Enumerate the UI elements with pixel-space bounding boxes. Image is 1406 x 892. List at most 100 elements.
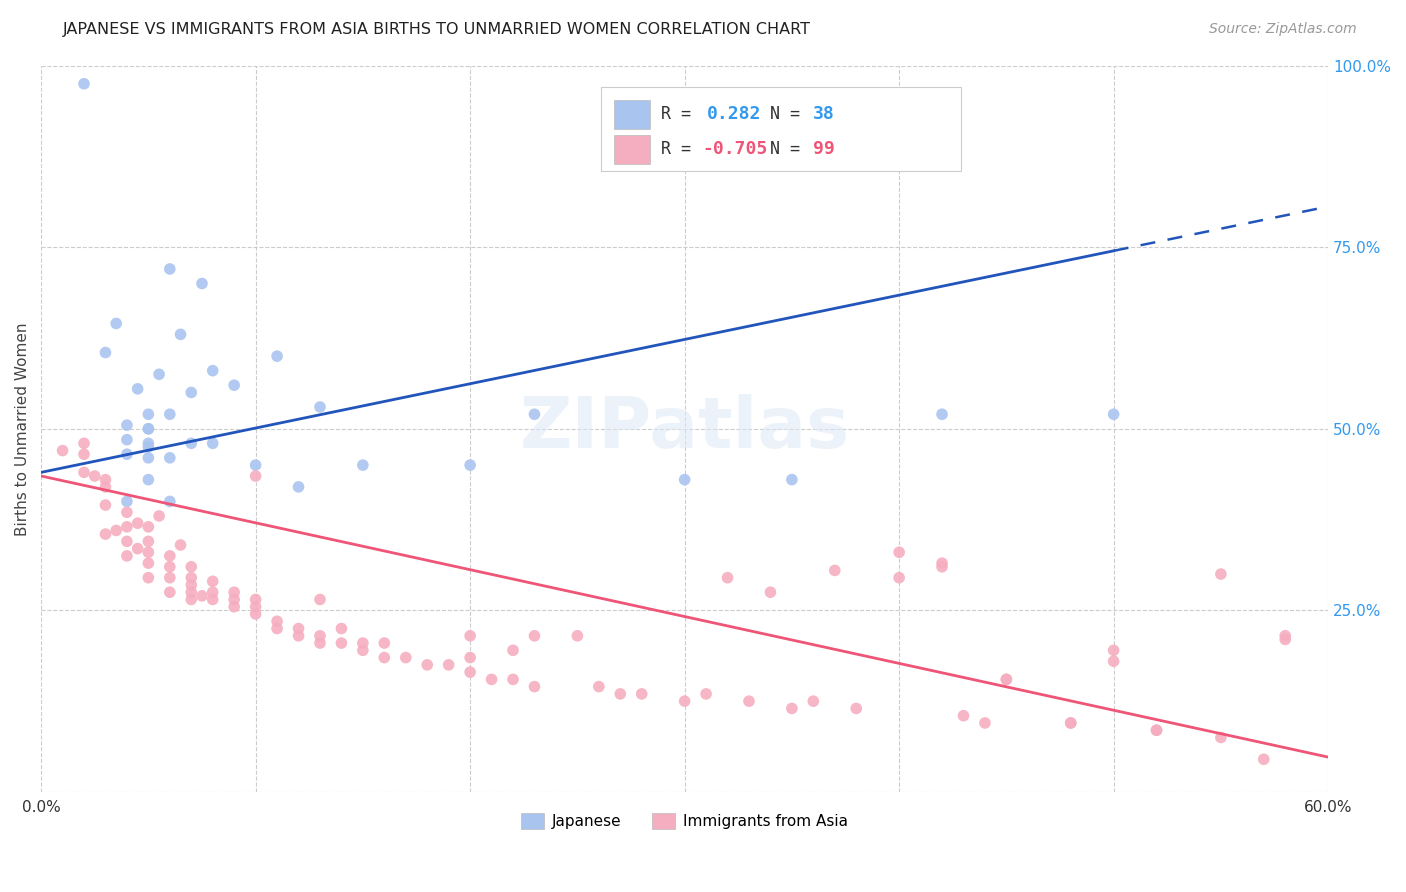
Point bbox=[287, 480, 309, 494]
Point bbox=[1102, 654, 1125, 668]
Point bbox=[180, 585, 202, 599]
Point bbox=[780, 701, 803, 715]
Point bbox=[1060, 715, 1083, 730]
Point bbox=[245, 458, 267, 472]
Point bbox=[759, 585, 782, 599]
Point bbox=[159, 571, 181, 585]
Text: R =: R = bbox=[661, 140, 702, 158]
Point bbox=[105, 317, 128, 331]
Point bbox=[180, 559, 202, 574]
Point bbox=[105, 524, 128, 538]
Point bbox=[502, 643, 524, 657]
Point bbox=[127, 516, 149, 531]
Point bbox=[245, 607, 267, 621]
Point bbox=[630, 687, 652, 701]
Text: 99: 99 bbox=[813, 140, 835, 158]
Point bbox=[458, 650, 481, 665]
Point bbox=[201, 592, 224, 607]
Point bbox=[115, 534, 138, 549]
Point bbox=[673, 473, 696, 487]
Point bbox=[352, 636, 374, 650]
Point bbox=[266, 614, 288, 628]
Point bbox=[115, 494, 138, 508]
Y-axis label: Births to Unmarried Women: Births to Unmarried Women bbox=[15, 322, 30, 535]
Point bbox=[1274, 632, 1296, 647]
FancyBboxPatch shape bbox=[614, 100, 650, 128]
Point bbox=[138, 473, 160, 487]
Point bbox=[523, 629, 546, 643]
Point bbox=[148, 508, 170, 523]
Point bbox=[94, 473, 117, 487]
Point bbox=[845, 701, 868, 715]
Point bbox=[224, 592, 246, 607]
Point bbox=[73, 436, 96, 450]
Point bbox=[716, 571, 738, 585]
Point bbox=[952, 708, 974, 723]
Point bbox=[180, 385, 202, 400]
Point bbox=[1146, 723, 1168, 738]
Point bbox=[1102, 407, 1125, 421]
Point bbox=[995, 673, 1018, 687]
Point bbox=[373, 650, 395, 665]
Point bbox=[138, 407, 160, 421]
Text: JAPANESE VS IMMIGRANTS FROM ASIA BIRTHS TO UNMARRIED WOMEN CORRELATION CHART: JAPANESE VS IMMIGRANTS FROM ASIA BIRTHS … bbox=[63, 22, 811, 37]
Point bbox=[201, 585, 224, 599]
Point bbox=[502, 673, 524, 687]
Point bbox=[673, 694, 696, 708]
Point bbox=[138, 422, 160, 436]
Point bbox=[94, 480, 117, 494]
Point bbox=[94, 527, 117, 541]
Point bbox=[138, 556, 160, 570]
Point bbox=[201, 436, 224, 450]
Point bbox=[245, 592, 267, 607]
Point bbox=[180, 578, 202, 592]
Point bbox=[138, 440, 160, 454]
Point bbox=[159, 549, 181, 563]
Point bbox=[73, 466, 96, 480]
Point bbox=[266, 349, 288, 363]
Point bbox=[115, 505, 138, 519]
Point bbox=[180, 436, 202, 450]
Point bbox=[974, 715, 997, 730]
Point bbox=[931, 407, 953, 421]
Point bbox=[287, 629, 309, 643]
Point bbox=[523, 680, 546, 694]
Point bbox=[159, 262, 181, 277]
Point bbox=[887, 571, 910, 585]
Point bbox=[567, 629, 589, 643]
Point bbox=[695, 687, 717, 701]
Point bbox=[169, 327, 191, 342]
Point bbox=[115, 520, 138, 534]
Point bbox=[330, 622, 353, 636]
FancyBboxPatch shape bbox=[600, 87, 962, 171]
Point bbox=[138, 450, 160, 465]
Point bbox=[73, 447, 96, 461]
Point bbox=[159, 559, 181, 574]
Point bbox=[224, 599, 246, 614]
Point bbox=[995, 673, 1018, 687]
Point bbox=[201, 364, 224, 378]
Point bbox=[458, 665, 481, 679]
Point bbox=[352, 458, 374, 472]
Point bbox=[224, 378, 246, 392]
Point bbox=[309, 592, 332, 607]
Point bbox=[138, 520, 160, 534]
Point bbox=[309, 400, 332, 414]
Point bbox=[83, 469, 105, 483]
Point bbox=[458, 629, 481, 643]
Point bbox=[180, 571, 202, 585]
Point bbox=[481, 673, 503, 687]
Text: N =: N = bbox=[769, 140, 810, 158]
Point bbox=[159, 407, 181, 421]
Text: 38: 38 bbox=[813, 105, 835, 123]
Point bbox=[373, 636, 395, 650]
Point bbox=[801, 694, 824, 708]
Point bbox=[180, 592, 202, 607]
Point bbox=[931, 559, 953, 574]
Point bbox=[395, 650, 418, 665]
Point bbox=[437, 657, 460, 672]
Point bbox=[138, 571, 160, 585]
Point bbox=[824, 563, 846, 577]
Point bbox=[1209, 731, 1232, 745]
Point bbox=[1060, 715, 1083, 730]
